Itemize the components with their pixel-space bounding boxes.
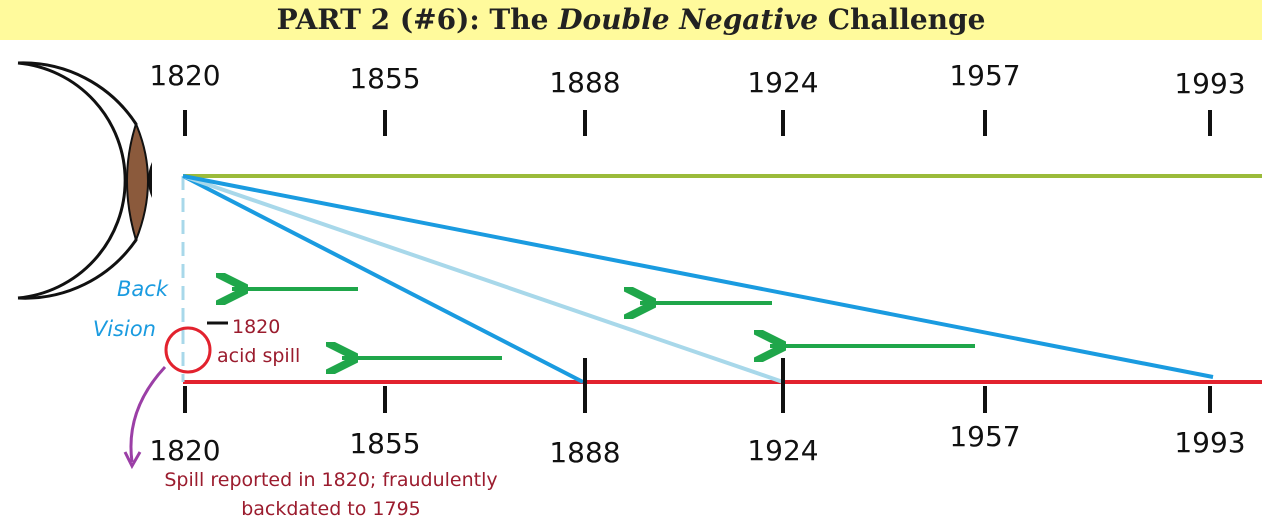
year-label: 1820 (149, 434, 220, 467)
vision-label: Vision (93, 317, 156, 341)
year-label: 1855 (349, 62, 420, 95)
note: Spill reported in 1820; fraudulently (164, 469, 497, 491)
year-label: 1855 (349, 427, 420, 460)
back-label: Back (117, 277, 169, 301)
note: backdated to 1795 (241, 498, 421, 520)
diagram: Back Vision 1820 acid spill Spill report… (0, 0, 1262, 527)
year-label: 1924 (747, 66, 818, 99)
year-label: 1888 (549, 66, 620, 99)
year-label: 1993 (1174, 426, 1245, 459)
spill-label: 1820 (232, 316, 280, 338)
year-label: 1957 (949, 59, 1020, 92)
arrows (232, 289, 975, 358)
year-label: 1924 (747, 434, 818, 467)
eye (18, 63, 152, 298)
sight-line (183, 176, 1213, 377)
page: PART 2 (#6): The Double Negative Challen… (0, 0, 1262, 527)
year-label: 1888 (549, 436, 620, 469)
year-label: 1957 (949, 420, 1020, 453)
year-label: 1993 (1174, 67, 1245, 100)
spill-circle (166, 328, 210, 372)
spill-label: acid spill (217, 345, 300, 367)
year-label: 1820 (149, 59, 220, 92)
